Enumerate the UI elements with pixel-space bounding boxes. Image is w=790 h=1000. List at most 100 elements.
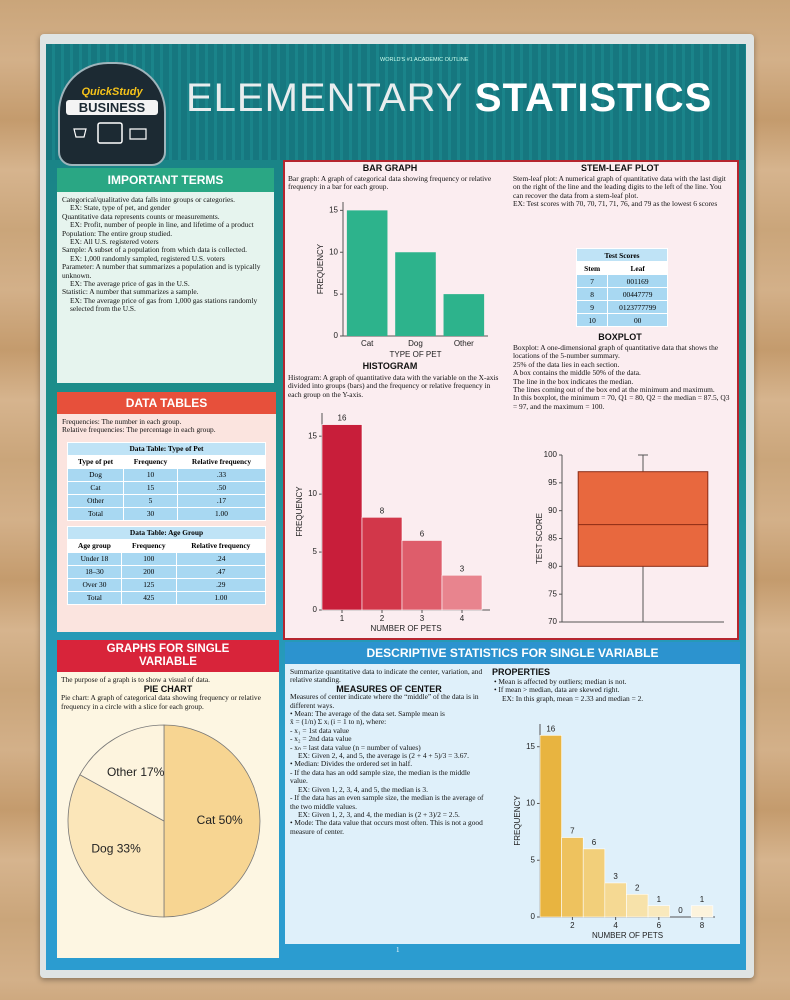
x-axis-label: NUMBER OF PETS: [370, 624, 441, 633]
table-cell: 18–30: [67, 564, 122, 579]
title-light: ELEMENTARY: [186, 76, 463, 120]
term-item: Statistic: A number that summarizes a sa…: [62, 287, 199, 297]
list-item: - If the data has an even sample size, t…: [290, 793, 484, 811]
x-tick-label: 2: [570, 921, 575, 930]
list-item: EX: In this graph, mean = 2.33 and media…: [502, 693, 644, 703]
table-title-row: Data Table: Age Group: [67, 525, 266, 540]
table-cell: .47: [175, 564, 267, 579]
y-tick-label: 70: [548, 617, 557, 626]
bar: [346, 210, 388, 336]
table-cell: .29: [175, 577, 267, 592]
bar: [626, 893, 649, 918]
bar: [604, 882, 627, 918]
pie-slice: [163, 724, 261, 918]
data-table: Data Table: Type of Pet Type of pet Freque…: [66, 441, 267, 521]
x-tick-label: Dog: [408, 339, 423, 348]
table-cell: 7: [575, 274, 609, 288]
x-tick-label: Cat: [361, 339, 374, 348]
x-tick-label: 6: [657, 921, 662, 930]
data-label: 2: [635, 883, 640, 892]
list-item: Boxplot: A one-dimensional graph of quan…: [513, 343, 719, 361]
tables-panel: DATA TABLES Frequencies: The number in e…: [57, 392, 276, 632]
term-item: Quantitative data represents counts or m…: [62, 211, 220, 221]
table-row: Cat 15.50: [66, 480, 267, 495]
bar: [647, 905, 670, 918]
header-row: Stem Leaf: [575, 261, 668, 275]
table-cell: 001169: [607, 274, 668, 288]
list-item: EX: Given 2, 4, and 5, the average is (2…: [298, 751, 469, 761]
list-item: 25% of the data lies in each section.: [513, 359, 620, 369]
subtitle: PROPERTIES: [492, 667, 551, 677]
y-axis-label: TEST SCORE: [535, 513, 544, 564]
y-tick-label: 0: [334, 331, 339, 340]
panel-title: DESCRIPTIVE STATISTICS FOR SINGLE VARIAB…: [285, 642, 740, 664]
list-item: - x₁ = 1st data value: [290, 725, 350, 735]
y-tick-label: 10: [526, 799, 535, 808]
list-item: The lines coming out of the box end at t…: [513, 385, 715, 395]
list-item: • If mean > median, data are skewed righ…: [494, 685, 620, 695]
table-cell: 10: [575, 313, 609, 327]
y-axis-label: FREQUENCY: [295, 486, 304, 537]
bar: [443, 294, 485, 336]
badge: QuickStudy BUSINESS: [58, 62, 166, 166]
table-cell: 0123777799: [607, 300, 668, 314]
table-title-row: Data Table: Type of Pet: [67, 441, 266, 456]
panel-title: IMPORTANT TERMS: [57, 168, 274, 192]
data-label: 3: [613, 872, 618, 881]
table-cell: .24: [175, 551, 267, 566]
data-label: 0: [678, 906, 683, 915]
table-cell: Total: [67, 590, 122, 605]
header-row: Age group Frequency Relative frequency: [67, 538, 267, 553]
table-cell: Dog: [66, 467, 125, 482]
graphs-panel: GRAPHS FOR SINGLE VARIABLE The purpose o…: [57, 640, 279, 958]
term-item: Parameter: A number that summarizes a po…: [62, 262, 261, 280]
slice-label: Cat 50%: [197, 813, 243, 827]
table-cell: Over 30: [67, 577, 122, 592]
column-header: Leaf: [607, 261, 668, 275]
column-header: Frequency: [120, 538, 177, 553]
x-tick-label: Other: [454, 339, 474, 348]
list-item: - xₙ = last data value (n = number of va…: [290, 742, 421, 752]
table-cell: .50: [176, 480, 267, 495]
bar: [690, 905, 714, 918]
x-tick-label: 3: [420, 614, 425, 623]
data-label: 1: [700, 895, 705, 904]
data-label: 8: [380, 506, 385, 515]
y-tick-label: 15: [329, 205, 338, 214]
x-tick-label: 4: [613, 921, 618, 930]
bar: [321, 424, 363, 611]
badge-icons: [73, 122, 147, 144]
list-item: x̄ = (1/n) Σ xᵢ (i = 1 to n), where:: [290, 717, 387, 727]
list-item: Measures of center indicate where the “m…: [290, 692, 479, 710]
data-label: 16: [338, 414, 347, 423]
column-header: Relative frequency: [176, 454, 267, 469]
page-number: 1: [396, 946, 400, 954]
term-item: Sample: A subset of a population from wh…: [62, 245, 247, 255]
y-tick-label: 80: [548, 561, 557, 570]
subtitle: BOXPLOT: [598, 332, 642, 342]
x-tick-label: 1: [340, 614, 345, 623]
column-header: Frequency: [123, 454, 178, 469]
table-row: 8 00447779: [575, 287, 668, 301]
table-row: 18–30 200.47: [67, 564, 267, 579]
term-item: EX: State, type of pet, and gender: [70, 203, 171, 213]
y-tick-label: 5: [334, 289, 339, 298]
table-cell: 1.00: [175, 590, 267, 605]
table-cell: Under 18: [67, 551, 122, 566]
descriptive-panel: DESCRIPTIVE STATISTICS FOR SINGLE VARIAB…: [285, 642, 740, 944]
table-row: Under 18 100.24: [67, 551, 267, 566]
badge-label: BUSINESS: [66, 100, 158, 115]
list-item: A box contains the middle 50% of the dat…: [513, 368, 641, 378]
table-cell: 100: [120, 551, 177, 566]
table-cell: 8: [575, 287, 609, 301]
pie-slice: [67, 774, 165, 918]
description: Histogram: A graph of quantitative data …: [288, 373, 499, 399]
y-tick-label: 15: [308, 431, 317, 440]
table-title: Data Table: Age Group: [67, 525, 266, 540]
column-header: Stem: [575, 261, 609, 275]
slice-label: Other 17%: [107, 765, 165, 779]
y-tick-label: 15: [526, 742, 535, 751]
term-item: EX: 1,000 randomly sampled, registered U…: [70, 253, 225, 263]
